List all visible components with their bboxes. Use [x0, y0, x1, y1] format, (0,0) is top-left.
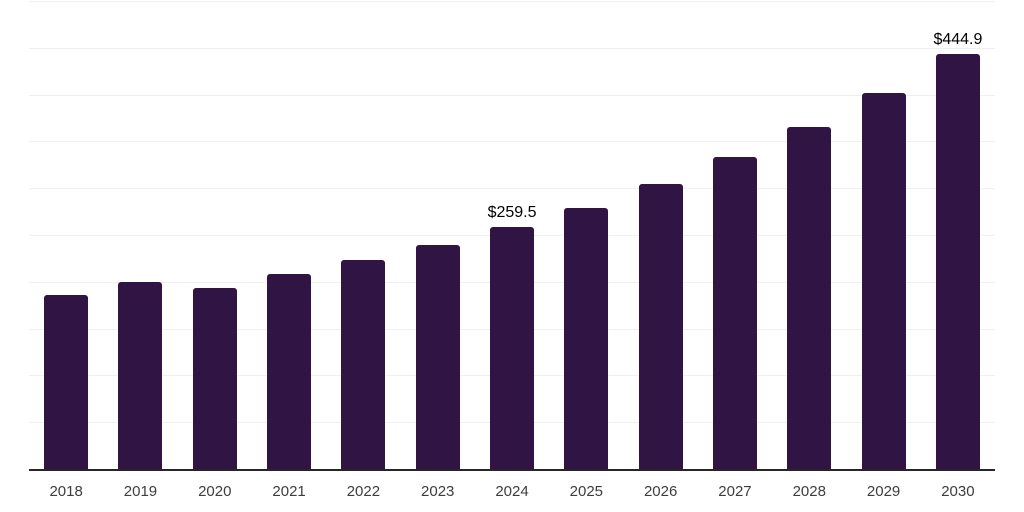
gridline	[29, 94, 995, 96]
x-axis-tick-label: 2019	[123, 483, 158, 500]
x-axis-tick-label: 2026	[643, 483, 678, 500]
bar	[935, 53, 980, 470]
gridline	[29, 47, 995, 49]
bar-column	[698, 0, 772, 470]
bar	[267, 273, 312, 470]
bar-column: $259.5	[475, 0, 549, 470]
bar-value-label: $444.9	[933, 30, 983, 48]
bar-column	[103, 0, 177, 470]
x-axis-line	[29, 469, 995, 471]
x-axis-tick-label: 2028	[792, 483, 826, 500]
bar	[44, 294, 89, 470]
bar-column: $444.9	[921, 0, 995, 470]
x-axis-tick-label: 2021	[272, 483, 306, 500]
x-axis-tick-label: 2020	[198, 483, 232, 500]
bar	[787, 127, 832, 470]
bar	[415, 244, 460, 470]
bar-column	[401, 0, 475, 470]
bar-column	[624, 0, 698, 470]
bars: $259.5 $444.9	[29, 0, 995, 470]
bar	[861, 92, 906, 470]
bar-value-label: $259.5	[487, 204, 537, 222]
bar	[638, 184, 683, 470]
gridline	[29, 1, 995, 2]
x-axis-tick-label: 2022	[346, 483, 381, 500]
bar	[490, 227, 535, 470]
plot-area: $259.5 $444.9	[29, 0, 995, 471]
x-axis-tick-label: 2023	[421, 483, 455, 500]
x-axis-tick-label: 2025	[569, 483, 604, 500]
bar	[192, 287, 237, 470]
bar-column	[772, 0, 846, 470]
bar	[341, 259, 386, 470]
x-axis-tick-label: 2027	[718, 483, 752, 500]
bar	[712, 157, 757, 470]
x-axis-tick-label: 2029	[866, 483, 901, 500]
x-axis-tick-label: 2030	[941, 483, 975, 500]
bar-column	[549, 0, 623, 470]
bar	[564, 208, 609, 470]
gridline	[29, 141, 995, 143]
bar-column	[178, 0, 252, 470]
bar-column	[29, 0, 103, 470]
bar-column	[846, 0, 920, 470]
x-axis-tick-label: 2024	[495, 483, 529, 500]
x-axis-tick-label: 2018	[49, 483, 83, 500]
bar-column	[252, 0, 326, 470]
x-axis-labels: 2018 2019 2020 2021 2022 2023 2024 2025 2026 2027…	[29, 482, 995, 502]
gridline	[29, 188, 995, 190]
bar-column	[326, 0, 400, 470]
bar	[118, 281, 163, 470]
